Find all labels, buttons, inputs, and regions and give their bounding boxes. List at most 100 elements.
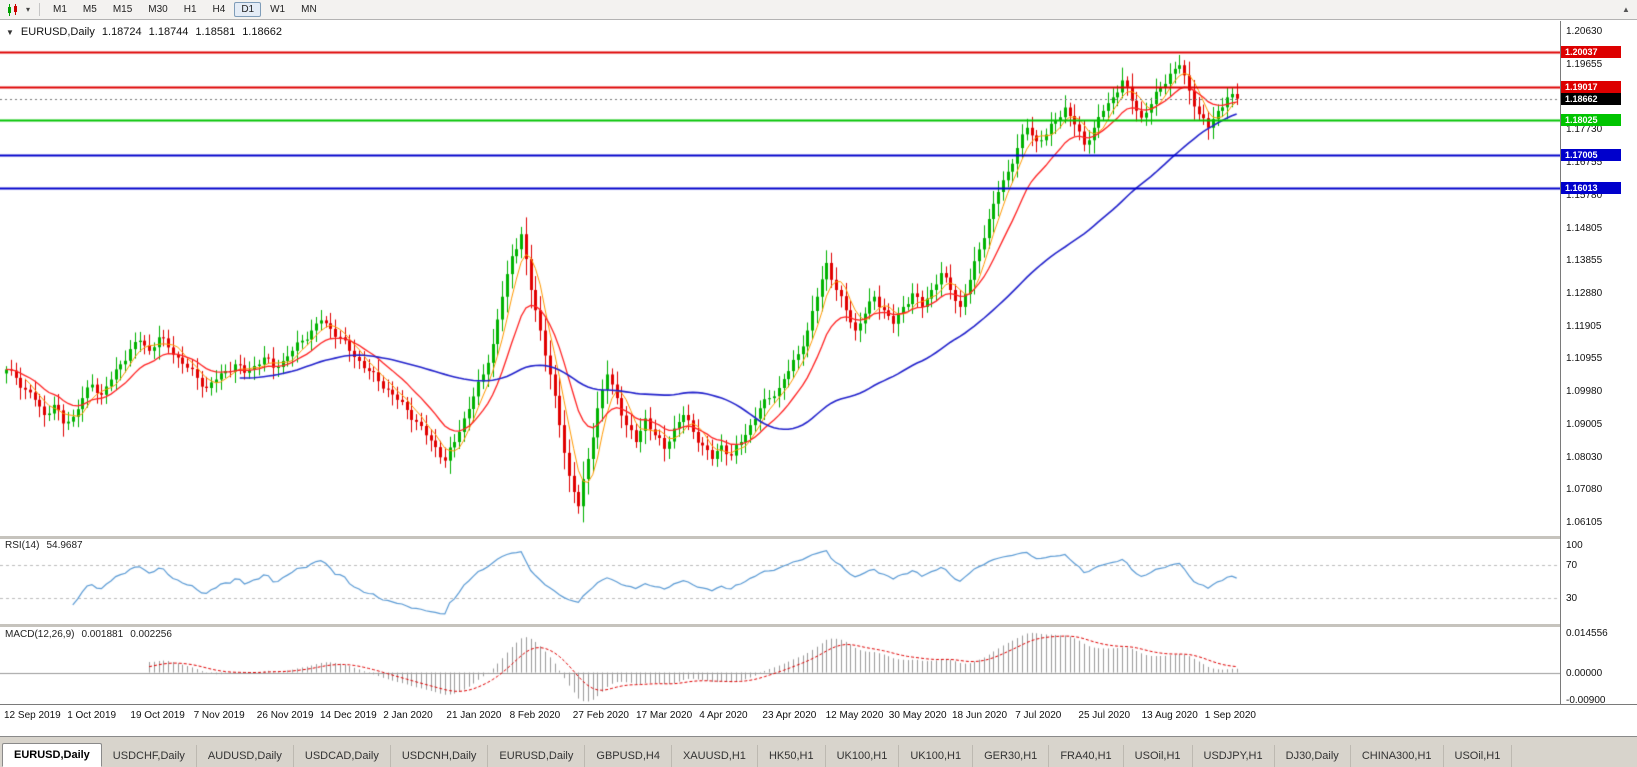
price-axis-tick: 1.14805 — [1566, 222, 1603, 234]
timeframe-button-m30[interactable]: M30 — [148, 4, 168, 15]
price-axis-tick: 1.15780 — [1566, 190, 1603, 202]
ohlc-close: 1.18662 — [242, 26, 282, 38]
time-axis-label: 12 Sep 2019 — [4, 710, 61, 721]
rsi-axis-label: 30 — [1566, 592, 1578, 604]
timeframe-button-m1[interactable]: M1 — [53, 4, 67, 15]
timeframe-toolbar: M1 M5 M15 M30 H1 H4 D1 W1 MN — [46, 2, 324, 17]
rsi-value: 54.9687 — [46, 540, 83, 551]
price-tag-resistance-upper: 1.20037 — [1561, 46, 1621, 59]
rsi-name: RSI(14) — [5, 540, 40, 551]
chart-tab-uk100-h1[interactable]: UK100,H1 — [899, 745, 974, 767]
macd-axis-label: -0.00900 — [1566, 694, 1606, 706]
time-axis-label: 18 Jun 2020 — [952, 710, 1008, 721]
time-axis-label: 21 Jan 2020 — [446, 710, 502, 721]
chart-tab-hk50-h1[interactable]: HK50,H1 — [758, 745, 826, 767]
top-toolbar: ▾ M1 M5 M15 M30 H1 H4 D1 W1 MN ▲ — [0, 0, 1637, 20]
time-axis-label: 19 Oct 2019 — [130, 710, 185, 721]
candlestick-chart-icon[interactable] — [4, 2, 22, 18]
macd-indicator-label: MACD(12,26,9) 0.001881 0.002256 — [5, 629, 172, 640]
chart-tab-audusd-daily[interactable]: AUDUSD,Daily — [197, 745, 294, 767]
time-axis[interactable]: 12 Sep 2019 1 Oct 2019 19 Oct 2019 7 Nov 20… — [0, 704, 1637, 736]
price-axis-tick: 1.17730 — [1566, 124, 1603, 136]
time-axis-label: 14 Dec 2019 — [320, 710, 377, 721]
time-axis-label: 7 Jul 2020 — [1015, 710, 1062, 721]
price-axis-tick: 1.16755 — [1566, 157, 1603, 169]
time-axis-label: 2 Jan 2020 — [383, 710, 433, 721]
price-axis-tick: 1.10955 — [1566, 353, 1603, 365]
time-axis-label: 27 Feb 2020 — [572, 710, 629, 721]
rsi-axis-label: 100 — [1566, 540, 1583, 551]
time-axis-label: 17 Mar 2020 — [636, 710, 693, 721]
toolbar-separator — [39, 3, 40, 16]
time-axis-label: 23 Apr 2020 — [762, 710, 817, 721]
chart-tab-usdcad-daily[interactable]: USDCAD,Daily — [294, 745, 391, 767]
rsi-indicator-label: RSI(14) 54.9687 — [5, 540, 83, 551]
timeframe-button-m5[interactable]: M5 — [82, 4, 97, 15]
timeframe-button-d1[interactable]: D1 — [234, 2, 262, 17]
price-axis-tick: 1.09980 — [1566, 386, 1603, 398]
time-axis-label: 7 Nov 2019 — [193, 710, 245, 721]
price-chart-canvas[interactable] — [0, 21, 1560, 704]
chart-tab-dj30-daily[interactable]: DJ30,Daily — [1275, 745, 1351, 767]
macd-axis-label: 0.014556 — [1566, 628, 1608, 639]
ohlc-readout: ▼ EURUSD,Daily 1.18724 1.18744 1.18581 1… — [6, 26, 282, 38]
price-axis-tick: 1.13855 — [1566, 255, 1603, 267]
price-axis-tick: 1.12880 — [1566, 288, 1603, 300]
chart-tab-usoil-h1[interactable]: USOil,H1 — [1444, 745, 1513, 767]
panel-separator[interactable] — [0, 624, 1637, 627]
price-tag-resistance-lower: 1.19017 — [1561, 80, 1621, 93]
ohlc-low: 1.18581 — [195, 26, 236, 38]
price-tag-support-blue-lower: 1.16013 — [1561, 182, 1621, 195]
chart-tabs-bar: EURUSD,Daily USDCHF,Daily AUDUSD,Daily USDC… — [0, 736, 1637, 767]
timeframe-button-w1[interactable]: W1 — [270, 4, 286, 15]
price-axis-tick: 1.08030 — [1566, 451, 1603, 463]
panel-separator[interactable] — [0, 536, 1637, 539]
time-axis-label: 25 Jul 2020 — [1078, 710, 1131, 721]
chart-tab-eurusd-daily[interactable]: EURUSD,Daily — [2, 743, 102, 767]
time-axis-label: 12 May 2020 — [825, 710, 884, 721]
time-axis-label: 8 Feb 2020 — [509, 710, 561, 721]
price-axis-tick: 1.07080 — [1566, 484, 1603, 496]
chart-type-dropdown-icon[interactable]: ▾ — [25, 5, 30, 14]
price-tag-support-green: 1.18025 — [1561, 114, 1621, 127]
time-axis-label: 13 Aug 2020 — [1141, 710, 1198, 721]
chart-tab-eurusd-daily[interactable]: EURUSD,Daily — [488, 745, 586, 767]
chart-tab-usdchf-daily[interactable]: USDCHF,Daily — [102, 745, 197, 767]
price-axis-tick: 1.06105 — [1566, 516, 1603, 528]
chart-tab-gbpusd-h4[interactable]: GBPUSD,H4 — [585, 745, 672, 767]
macd-axis-label: 0.00000 — [1566, 667, 1603, 679]
timeframe-button-m15[interactable]: M15 — [112, 4, 133, 15]
chart-tab-ger30-h1[interactable]: GER30,H1 — [973, 745, 1050, 767]
ohlc-high: 1.18744 — [148, 26, 189, 38]
chart-tab-china300-h1[interactable]: CHINA300,H1 — [1351, 745, 1444, 767]
chart-tab-usdjpy-h1[interactable]: USDJPY,H1 — [1193, 745, 1275, 767]
price-tag-current-price: 1.18662 — [1561, 92, 1621, 105]
chart-tab-usoil-h1[interactable]: USOil,H1 — [1124, 745, 1193, 767]
scroll-up-button[interactable]: ▲ — [1622, 5, 1630, 14]
time-axis-label: 1 Oct 2019 — [67, 710, 117, 721]
rsi-axis-label: 70 — [1566, 560, 1578, 572]
chart-tab-xauusd-h1[interactable]: XAUUSD,H1 — [672, 745, 758, 767]
timeframe-button-mn[interactable]: MN — [301, 4, 317, 15]
macd-name: MACD(12,26,9) — [5, 629, 75, 640]
price-tag-support-blue-upper: 1.17005 — [1561, 148, 1621, 161]
ohlc-open: 1.18724 — [101, 26, 142, 38]
timeframe-button-h1[interactable]: H1 — [183, 4, 197, 15]
macd-value-2: 0.002256 — [130, 629, 172, 640]
timeframe-button-h4[interactable]: H4 — [212, 4, 226, 15]
symbol-dropdown-icon[interactable]: ▼ — [6, 27, 14, 37]
chart-tab-fra40-h1[interactable]: FRA40,H1 — [1049, 745, 1124, 767]
time-axis-label: 4 Apr 2020 — [699, 710, 748, 721]
chart-symbol-label: EURUSD,Daily — [20, 26, 95, 38]
price-axis-tick: 1.09005 — [1566, 418, 1603, 430]
macd-value-1: 0.001881 — [81, 629, 124, 640]
price-axis-tick: 1.11905 — [1566, 320, 1602, 332]
chart-tab-usdcnh-daily[interactable]: USDCNH,Daily — [391, 745, 489, 767]
price-axis[interactable]: 1.20630 1.19655 1.17730 1.16755 1.15780 1.148… — [1560, 21, 1637, 706]
time-axis-label: 30 May 2020 — [888, 710, 947, 721]
time-axis-label: 1 Sep 2020 — [1204, 710, 1256, 721]
price-axis-tick: 1.19655 — [1566, 59, 1603, 71]
chart-tab-uk100-h1[interactable]: UK100,H1 — [826, 745, 900, 767]
price-axis-tick: 1.20630 — [1566, 26, 1603, 38]
